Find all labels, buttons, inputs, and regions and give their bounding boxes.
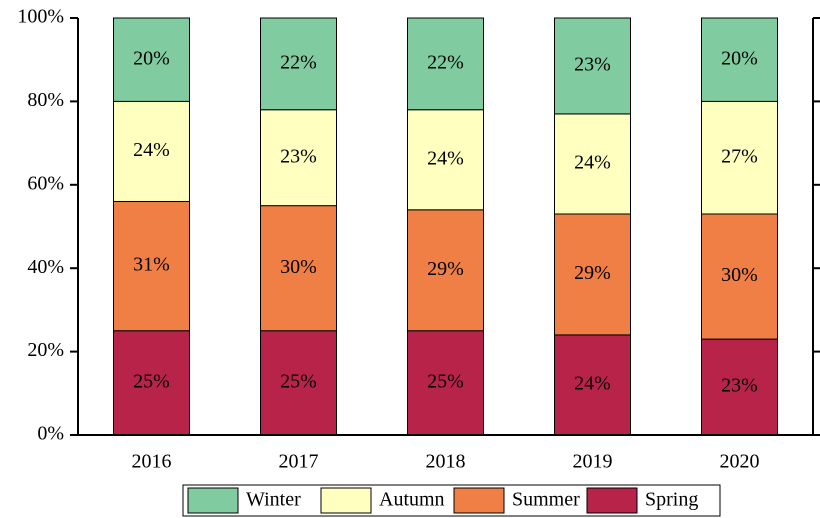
bar-segment <box>113 17 190 102</box>
data-label: 30% <box>721 264 758 286</box>
legend-label: Spring <box>645 489 698 511</box>
bar-segment <box>260 205 337 332</box>
data-label: 24% <box>574 373 611 395</box>
legend-swatch <box>187 487 239 514</box>
y-tick-label: 100% <box>17 6 64 28</box>
data-label: 30% <box>280 256 317 278</box>
bar-segment <box>554 334 631 436</box>
data-label: 25% <box>427 370 464 392</box>
data-label: 23% <box>574 54 611 76</box>
bar-segment <box>407 109 484 211</box>
data-label: 27% <box>721 145 758 167</box>
y-tick-label: 0% <box>37 423 64 445</box>
x-tick-label: 2019 <box>573 451 613 473</box>
x-tick-label: 2020 <box>720 451 760 473</box>
legend-box <box>182 484 721 517</box>
y-tick-label: 80% <box>27 89 64 111</box>
bar-segment <box>701 17 778 102</box>
data-label: 20% <box>133 47 170 69</box>
legend-swatch <box>453 487 505 514</box>
data-label: 23% <box>721 375 758 397</box>
data-label: 24% <box>574 152 611 174</box>
y-tick-label: 40% <box>27 256 64 278</box>
bar-segment <box>260 109 337 207</box>
legend-label: Summer <box>512 489 580 511</box>
legend-label: Winter <box>246 489 301 511</box>
data-label: 23% <box>280 145 317 167</box>
bar-segment <box>407 209 484 332</box>
x-tick-label: 2017 <box>279 451 319 473</box>
data-label: 24% <box>133 139 170 161</box>
data-label: 20% <box>721 47 758 69</box>
data-label: 29% <box>427 258 464 280</box>
bar-segment <box>260 330 337 436</box>
data-label: 25% <box>280 370 317 392</box>
bar-segment <box>407 17 484 111</box>
legend-swatch <box>320 487 372 514</box>
data-label: 31% <box>133 254 170 276</box>
y-tick-label: 20% <box>27 339 64 361</box>
data-label: 25% <box>133 370 170 392</box>
legend-label: Autumn <box>379 489 445 511</box>
legend-swatch <box>586 487 638 514</box>
bar-segment <box>113 200 190 332</box>
data-label: 22% <box>427 51 464 73</box>
bar-segment <box>113 330 190 436</box>
data-label: 22% <box>280 51 317 73</box>
x-tick-label: 2018 <box>426 451 466 473</box>
x-tick-label: 2016 <box>132 451 172 473</box>
bar-segment <box>701 338 778 436</box>
bar-segment <box>701 100 778 215</box>
bar-segment <box>554 17 631 115</box>
data-label: 24% <box>427 147 464 169</box>
bar-segment <box>554 113 631 215</box>
bar-segment <box>701 213 778 340</box>
y-tick-label: 60% <box>27 172 64 194</box>
bar-segment <box>260 17 337 111</box>
data-label: 29% <box>574 262 611 284</box>
